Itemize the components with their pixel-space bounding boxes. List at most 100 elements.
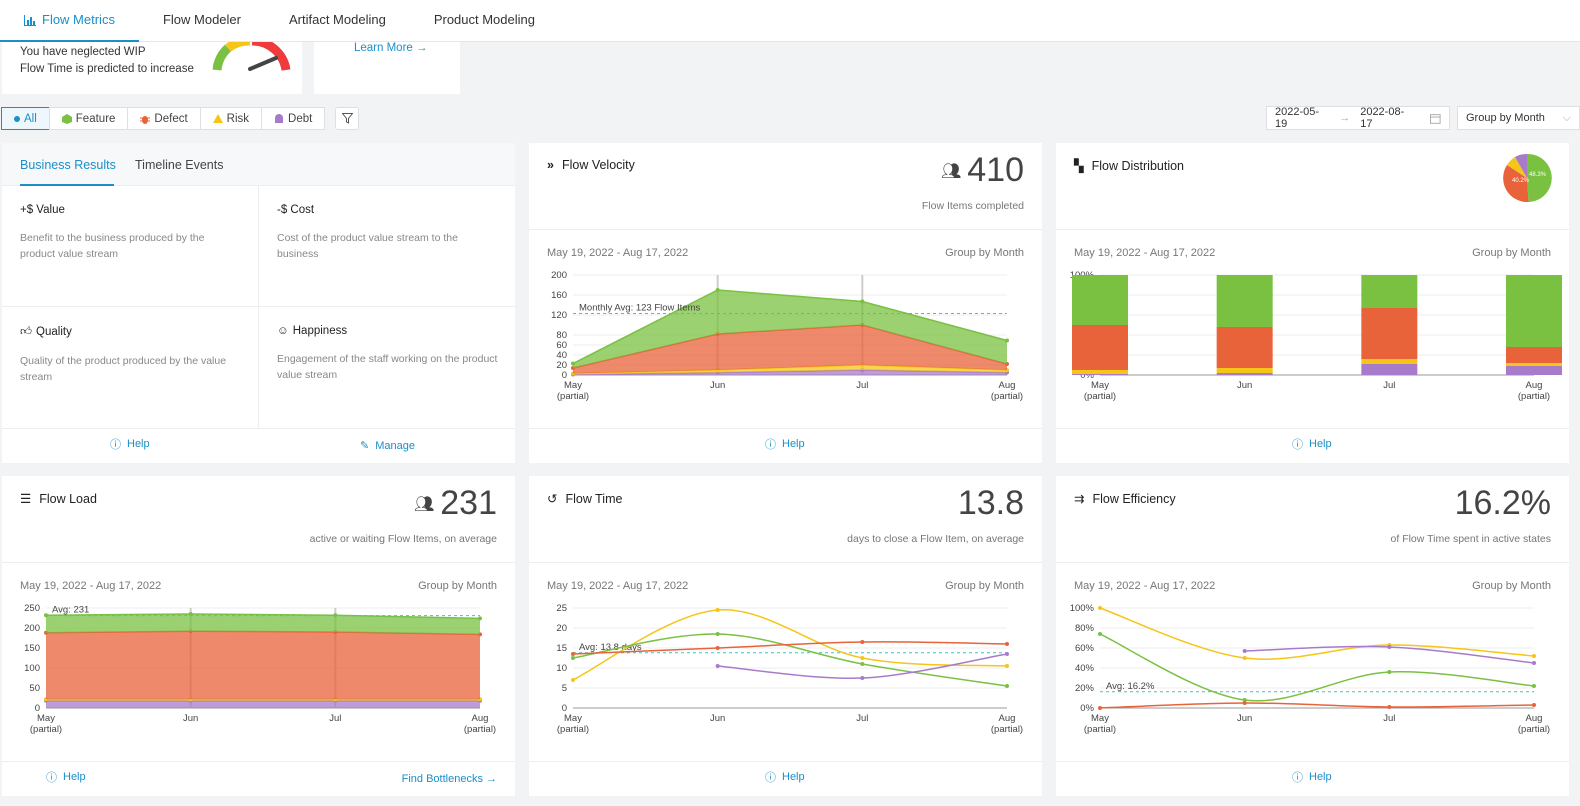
manage-link[interactable]: ✎ Manage [360,439,415,453]
help-link[interactable]: ⓘ Help [765,769,805,785]
help-link[interactable]: ⓘ Help [1292,436,1332,452]
help-link[interactable]: ⓘ Help [765,436,805,452]
load-value: 231 [440,484,497,522]
filter-all[interactable]: All [1,107,50,130]
value-desc: Benefit to the business produced by the … [20,232,205,260]
divider [529,562,1042,563]
filter-defect[interactable]: Defect [127,107,201,130]
bar-defect [1072,325,1128,370]
load-title: Flow Load [39,491,97,506]
learn-more-card: Learn More → [314,42,460,94]
divider [2,761,515,762]
x-tick-label: Jul [1383,380,1395,391]
y-tick-label: 150 [24,643,40,654]
time-chart: 0 5 10 15 20 25 May (partial) Jun Jul Aug (partial)… [556,603,1023,735]
point-debt [1005,652,1009,656]
help-icon: ⓘ [765,772,776,784]
pie-slice-debt [1515,153,1527,178]
flow-velocity-panel: » Flow Velocity 👥︎ 410 Flow Items complete… [529,143,1042,463]
area-risk [573,365,1007,375]
banner-line-1: You have neglected WIP [20,46,146,58]
neglected-wip-banner: You have neglected WIP Flow Time is pred… [2,42,302,94]
help-link[interactable]: ⓘ Help [46,769,86,785]
filter-button[interactable] [335,107,360,130]
tab-flow-modeler[interactable]: Flow Modeler [162,12,241,27]
defect-icon [140,115,151,124]
date-range-picker[interactable]: 2022-05-19 → 2022-08-17 [1266,106,1450,130]
tab-business-results[interactable]: Business Results [20,158,116,172]
velocity-value-wrap: 👥︎ 410 [941,151,1024,190]
group-label: Group by Month [945,580,1024,592]
learn-more-link[interactable]: Learn More → [354,42,428,54]
line-feature [572,633,1008,687]
line-risk [1099,607,1535,660]
quality-desc: Quality of the product produced by the v… [20,355,227,383]
efficiency-title: Flow Efficiency [1092,491,1176,506]
point-defect [1005,642,1009,646]
point-feature [860,662,865,666]
tab-artifact-modeling[interactable]: Artifact Modeling [288,12,386,27]
load-sub: active or waiting Flow Items, on average [309,533,497,545]
filter-feature[interactable]: Feature [48,107,129,130]
happiness-cell: ☺ Happiness Engagement of the staff worki… [259,307,516,428]
point-risk [1005,664,1009,668]
bar-feature [1216,275,1273,327]
tab-flow-metrics[interactable]: Flow Metrics [0,0,139,42]
debt-icon [275,114,284,123]
x-tick-label: Jun [1237,713,1252,724]
group-label: Group by Month [945,247,1024,259]
y-tick-label: 20 [556,623,567,634]
filter-risk[interactable]: Risk [199,107,263,130]
y-tick-label: 15 [556,643,567,654]
efficiency-chart: 0% 20% 40% 60% 80% 100% May (partial) Jun Jul Aug(… [1070,603,1550,735]
velocity-sub: Flow Items completed [921,200,1024,212]
load-value-wrap: 👥︎ 231 [414,484,497,523]
help-link[interactable]: ⓘ Help [110,436,150,452]
line-debt [1244,645,1535,664]
y-tick-label: 10 [556,663,567,674]
help-icon: ⓘ [765,439,776,451]
time-title: Flow Time [565,491,623,506]
x-tick-label: Jun [710,380,725,391]
banner-line-2: Flow Time is predicted to increase [20,63,194,75]
y-tick-label: 250 [24,603,40,614]
point-defect [1242,701,1247,705]
find-bottlenecks-link[interactable]: Find Bottlenecks → [401,773,497,785]
line-feature [1099,633,1535,702]
point-risk [571,678,575,682]
divider [1056,428,1569,429]
help-icon: ⓘ [1292,439,1303,451]
filter-debt[interactable]: Debt [261,107,326,130]
group-by-select[interactable]: Group by Month ⌵ [1457,106,1580,130]
x-tick-label: May (partial) [30,713,62,735]
bar-risk [1506,363,1562,366]
y-tick-label: 25 [556,603,567,614]
help-link[interactable]: ⓘ Help [1292,769,1332,785]
bar-debt [1216,373,1273,375]
bar-defect [1506,347,1562,363]
average-label: Avg: 16.2% [1106,681,1155,692]
group-label: Group by Month [1472,247,1551,259]
point-feature [715,632,720,636]
flow-distribution-panel: ▚ Flow Distribution 40.2% 48.3% May 19, 2… [1056,143,1569,463]
tab-product-modeling[interactable]: Product Modeling [433,12,535,27]
point-feature [1387,670,1392,674]
divider [2,428,515,429]
point-feature [1532,684,1536,688]
tab-timeline-events[interactable]: Timeline Events [135,158,224,172]
point-feature [715,288,720,292]
x-tick-label: Aug (partial) [1518,380,1550,402]
y-tick-label: 20 [556,360,567,371]
panel-title: » Flow Velocity [547,158,635,172]
manage-label: Manage [375,439,415,452]
smile-icon: ☺ [277,325,289,337]
users-icon: 👥︎ [413,495,435,513]
x-tick-label: May (partial) [1084,380,1116,402]
y-tick-label: 100 [24,663,40,674]
group-label: Group by Month [1472,580,1551,592]
cost-desc: Cost of the product value stream to the … [277,232,458,260]
y-tick-label: 5 [562,683,567,694]
divider [1056,761,1569,762]
group-by-value: Group by Month [1466,112,1545,124]
list-icon: ☰ [20,492,32,506]
